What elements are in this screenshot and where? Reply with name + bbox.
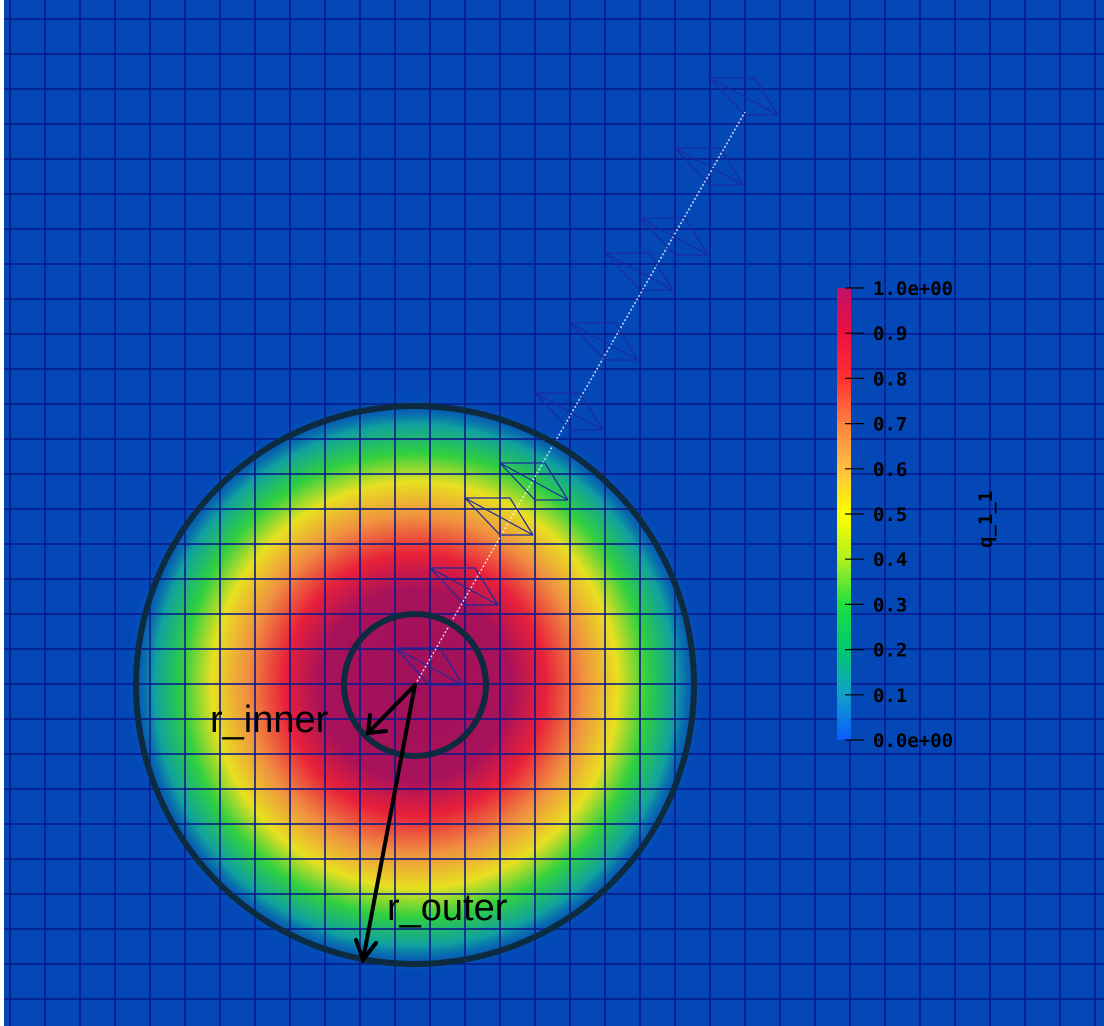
r-inner-label: r_inner: [210, 699, 329, 741]
inner-circle: [341, 611, 489, 759]
colorbar-tick-label: 0.9: [873, 323, 907, 345]
marker-glyph: [569, 322, 639, 361]
colorbar-tick-label: 1.0e+00: [873, 278, 953, 300]
inner-arrow-head: [365, 713, 388, 736]
colorbar-tick-label: 0.0e+00: [873, 730, 953, 752]
colorbar-tick-label: 0.3: [873, 594, 907, 616]
inner-arrow: [366, 683, 417, 735]
colorbar-tick-label: 0.7: [873, 414, 907, 436]
colorbar-ticks: 1.0e+00 0.9 0.8 0.7 0.6 0.5 0.4 0.3 0.2 0.1 0.0e+0…: [845, 278, 953, 752]
marker-glyph: [639, 217, 709, 256]
radius-arrows: [354, 683, 417, 965]
colorbar-title: q_1_1: [975, 491, 997, 548]
marker-glyph: [604, 252, 674, 291]
colorbar-tick-label: 0.5: [873, 504, 907, 526]
marker-glyph: [709, 77, 779, 116]
mesh-grid: [4, 0, 1104, 1026]
marker-glyph: [464, 497, 534, 536]
colorbar-tick-label: 0.6: [873, 459, 907, 481]
outer-circle: [133, 403, 697, 967]
colorbar-tick-label: 0.8: [873, 368, 907, 390]
colorbar-tick-label: 0.1: [873, 685, 907, 707]
marker-glyph: [499, 462, 569, 501]
marker-glyph: [429, 567, 499, 606]
marker-glyph: [534, 392, 604, 431]
colorbar-tick-label: 0.2: [873, 640, 907, 662]
colorbar: [837, 288, 851, 740]
marker-glyph: [394, 647, 464, 686]
marker-trail: [394, 77, 779, 686]
outer-arrow: [361, 683, 417, 962]
marker-glyph: [674, 147, 744, 186]
outer-arrow-head: [354, 938, 378, 965]
colorbar-tick-label: 0.4: [873, 549, 907, 571]
r-outer-label: r_outer: [387, 887, 508, 929]
